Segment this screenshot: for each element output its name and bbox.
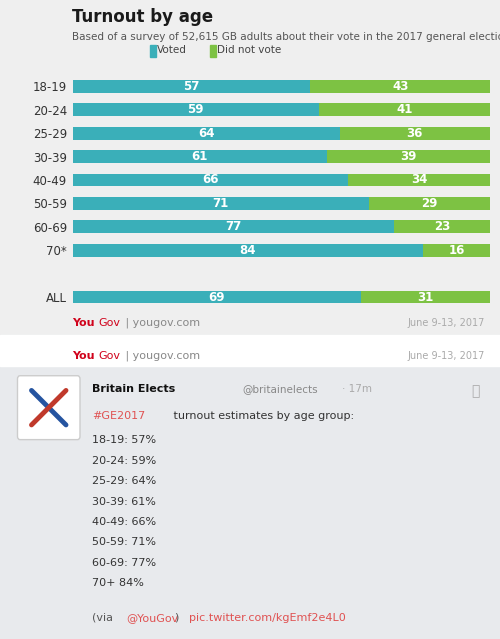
Text: 36: 36: [406, 127, 423, 140]
Bar: [319, 104, 490, 116]
Text: turnout estimates by age group:: turnout estimates by age group:: [170, 411, 354, 421]
Text: 64: 64: [198, 127, 214, 140]
Bar: [340, 127, 490, 139]
Text: 69: 69: [208, 291, 225, 304]
Bar: [72, 104, 319, 116]
Text: @YouGov: @YouGov: [126, 613, 179, 623]
Text: Turnout by age: Turnout by age: [72, 8, 214, 26]
Text: (via: (via: [92, 613, 117, 623]
Bar: [327, 150, 490, 163]
Bar: [72, 80, 310, 93]
Text: 41: 41: [396, 104, 412, 116]
Bar: [310, 80, 490, 93]
Text: 31: 31: [417, 291, 434, 304]
Bar: [72, 127, 340, 139]
Text: 29: 29: [422, 197, 438, 210]
Text: 61: 61: [192, 150, 208, 163]
Bar: [72, 220, 394, 233]
Text: 70+ 84%: 70+ 84%: [92, 578, 144, 589]
Text: Did not vote: Did not vote: [217, 45, 282, 56]
Text: 40-49: 66%: 40-49: 66%: [92, 517, 156, 527]
Bar: [72, 291, 360, 304]
Text: · 17m: · 17m: [342, 384, 372, 394]
Text: 16: 16: [448, 243, 465, 257]
Text: | yougov.com: | yougov.com: [122, 318, 200, 328]
Text: 43: 43: [392, 80, 408, 93]
Text: June 9-13, 2017: June 9-13, 2017: [408, 351, 485, 361]
Bar: [369, 197, 490, 210]
Bar: [72, 244, 423, 257]
Text: 84: 84: [240, 243, 256, 257]
Text: 59: 59: [188, 104, 204, 116]
Text: You: You: [72, 351, 95, 361]
Text: #GE2017: #GE2017: [92, 411, 146, 421]
Text: Gov: Gov: [98, 351, 120, 361]
Text: 66: 66: [202, 174, 218, 187]
Text: Gov: Gov: [98, 318, 120, 328]
Text: @britainelects: @britainelects: [242, 384, 318, 394]
Text: Voted: Voted: [157, 45, 187, 56]
Text: 20-24: 59%: 20-24: 59%: [92, 456, 157, 466]
Text: 30-39: 61%: 30-39: 61%: [92, 497, 156, 507]
Text: 60-69: 77%: 60-69: 77%: [92, 558, 156, 568]
Text: 71: 71: [212, 197, 229, 210]
Bar: [72, 174, 348, 187]
Text: 18-19: 57%: 18-19: 57%: [92, 435, 156, 445]
Text: You: You: [72, 318, 95, 328]
Bar: [394, 220, 490, 233]
Text: 50-59: 71%: 50-59: 71%: [92, 537, 156, 548]
Text: 25-29: 64%: 25-29: 64%: [92, 476, 157, 486]
Bar: [72, 197, 369, 210]
Bar: [360, 291, 490, 304]
Text: 77: 77: [225, 220, 242, 233]
Bar: [423, 244, 490, 257]
Text: 23: 23: [434, 220, 450, 233]
Text: 34: 34: [411, 174, 427, 187]
Bar: [348, 174, 490, 187]
Text: June 9-13, 2017: June 9-13, 2017: [408, 318, 485, 328]
Bar: [72, 150, 327, 163]
Text: pic.twitter.com/kgEmf2e4L0: pic.twitter.com/kgEmf2e4L0: [188, 613, 345, 623]
Text: ⌵: ⌵: [472, 384, 480, 398]
Text: | yougov.com: | yougov.com: [122, 351, 200, 361]
Text: Britain Elects: Britain Elects: [92, 384, 176, 394]
Text: Based of a survey of 52,615 GB adults about their vote in the 2017 general elect: Based of a survey of 52,615 GB adults ab…: [72, 32, 500, 42]
Text: 57: 57: [184, 80, 200, 93]
Text: 39: 39: [400, 150, 417, 163]
Text: ): ): [175, 613, 183, 623]
